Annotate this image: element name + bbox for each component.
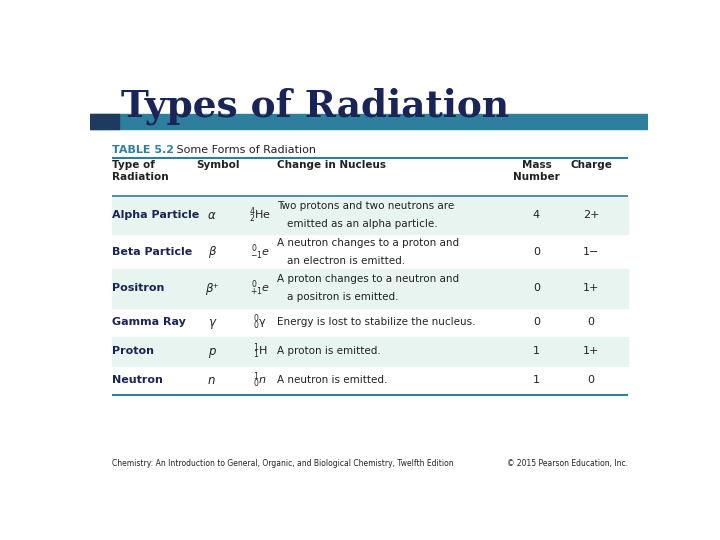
Text: Proton: Proton	[112, 346, 154, 356]
Text: Positron: Positron	[112, 284, 165, 293]
Bar	[90, 114, 648, 129]
Bar	[112, 196, 629, 234]
Text: Alpha Particle: Alpha Particle	[112, 210, 199, 220]
Text: 1+: 1+	[583, 284, 599, 293]
Text: γ: γ	[208, 316, 215, 329]
Text: Charge: Charge	[570, 160, 612, 170]
Text: 0: 0	[533, 284, 540, 293]
Text: 0: 0	[588, 375, 595, 386]
Bar	[90, 114, 119, 129]
Text: 1+: 1+	[583, 346, 599, 356]
Text: Types of Radiation: Types of Radiation	[121, 87, 509, 125]
Text: Type of
Radiation: Type of Radiation	[112, 160, 169, 181]
Text: 4: 4	[533, 210, 540, 220]
Text: p: p	[208, 345, 215, 358]
Text: $^{\,0}_{+1}e$: $^{\,0}_{+1}e$	[250, 279, 270, 298]
Text: $^{\,0}_{-1}e$: $^{\,0}_{-1}e$	[250, 242, 270, 261]
Text: β⁺: β⁺	[204, 282, 218, 295]
Text: α: α	[208, 208, 215, 221]
Text: an electron is emitted.: an electron is emitted.	[287, 256, 405, 266]
Text: 1−: 1−	[583, 247, 599, 256]
Text: A proton changes to a neutron and: A proton changes to a neutron and	[277, 274, 459, 284]
Text: 0: 0	[588, 317, 595, 327]
Text: n: n	[208, 374, 215, 387]
Text: A neutron changes to a proton and: A neutron changes to a proton and	[277, 238, 459, 247]
Text: Energy is lost to stabilize the nucleus.: Energy is lost to stabilize the nucleus.	[277, 317, 475, 327]
Text: 2+: 2+	[582, 210, 599, 220]
Text: 0: 0	[533, 317, 540, 327]
Text: β: β	[208, 245, 215, 258]
Bar	[112, 269, 629, 308]
Text: $^4_2$He: $^4_2$He	[249, 205, 271, 225]
Text: TABLE 5.2: TABLE 5.2	[112, 145, 174, 154]
Text: 0: 0	[533, 247, 540, 256]
Text: 1: 1	[533, 375, 540, 386]
Text: Gamma Ray: Gamma Ray	[112, 317, 186, 327]
Text: Beta Particle: Beta Particle	[112, 247, 192, 256]
Text: © 2015 Pearson Education, Inc.: © 2015 Pearson Education, Inc.	[508, 459, 629, 468]
Text: $^0_0$γ: $^0_0$γ	[253, 312, 267, 332]
Text: Two protons and two neutrons are: Two protons and two neutrons are	[277, 201, 454, 211]
Text: Some Forms of Radiation: Some Forms of Radiation	[173, 145, 315, 154]
Text: $^1_0n$: $^1_0n$	[253, 370, 267, 390]
Text: Symbol: Symbol	[197, 160, 240, 170]
Text: 1: 1	[533, 346, 540, 356]
Text: Change in Nucleus: Change in Nucleus	[277, 160, 386, 170]
Text: emitted as an alpha particle.: emitted as an alpha particle.	[287, 219, 438, 230]
Text: A neutron is emitted.: A neutron is emitted.	[277, 375, 387, 386]
Bar	[112, 337, 629, 366]
Text: $^1_1$H: $^1_1$H	[253, 341, 268, 361]
Text: a positron is emitted.: a positron is emitted.	[287, 293, 398, 302]
Text: Mass
Number: Mass Number	[513, 160, 559, 181]
Text: Neutron: Neutron	[112, 375, 163, 386]
Text: Chemistry: An Introduction to General, Organic, and Biological Chemistry, Twelft: Chemistry: An Introduction to General, O…	[112, 459, 454, 468]
Text: A proton is emitted.: A proton is emitted.	[277, 346, 381, 356]
